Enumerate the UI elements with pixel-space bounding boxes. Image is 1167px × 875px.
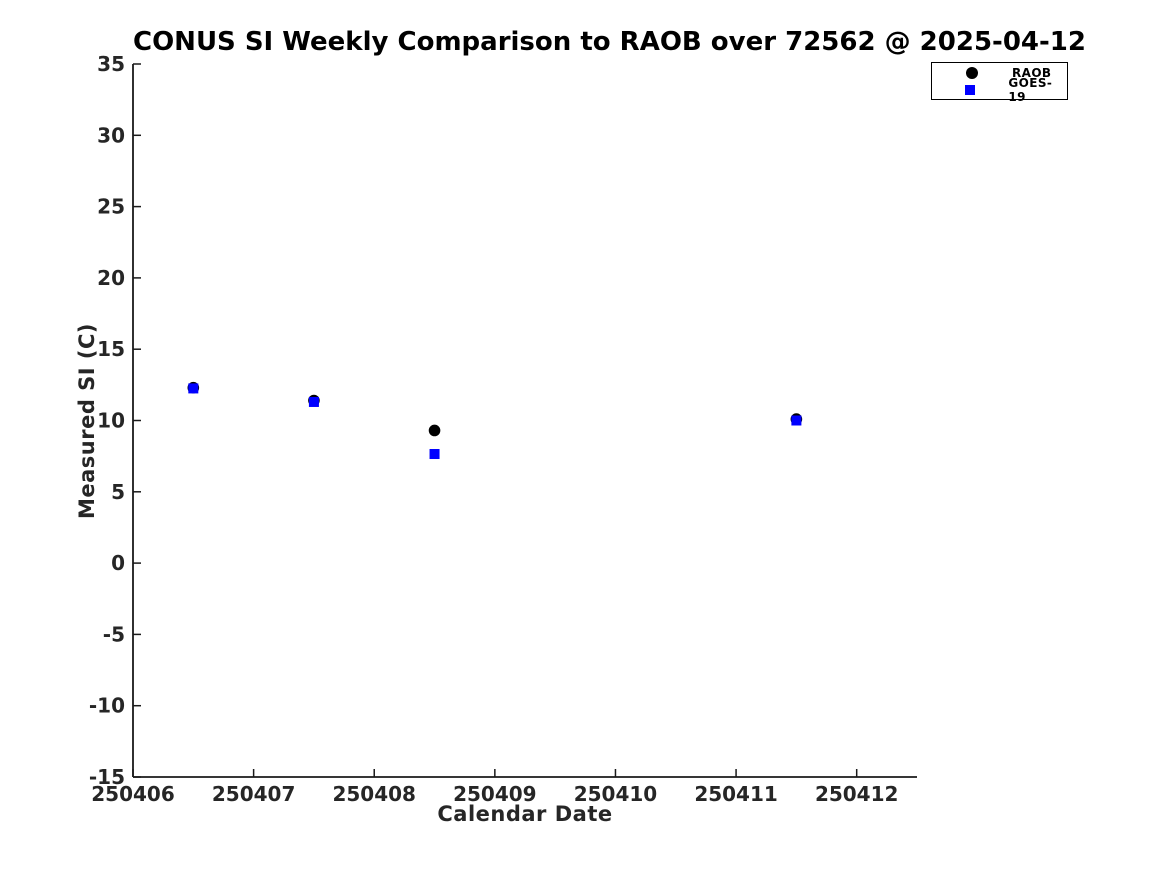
y-tick-label: -5: [103, 622, 125, 646]
data-point-goes-19: [429, 449, 440, 460]
x-tick-label: 250408: [332, 782, 416, 806]
goes19-square-marker-icon: [965, 84, 976, 95]
y-tick-label: 25: [97, 195, 125, 219]
x-tick-label: 250409: [453, 782, 537, 806]
y-tick-label: 0: [111, 551, 125, 575]
y-tick-label: 35: [97, 52, 125, 76]
legend-marker-cell: [932, 84, 1008, 95]
legend: RAOB GOES-19: [931, 62, 1068, 104]
chart-title: CONUS SI Weekly Comparison to RAOB over …: [133, 27, 1086, 57]
legend-marker-cell: [932, 66, 1012, 79]
data-point-goes-19: [188, 383, 199, 394]
data-point-goes-19: [308, 396, 319, 407]
x-tick-label: 250411: [694, 782, 778, 806]
legend-label-goes19: GOES-19: [1008, 75, 1053, 104]
legend-label-raob: RAOB: [1012, 65, 1052, 80]
data-point-goes-19: [791, 415, 802, 426]
legend-item-raob: RAOB: [932, 65, 1067, 81]
y-tick-label: -10: [89, 694, 125, 718]
y-tick-label: 30: [97, 123, 125, 147]
x-tick-label: 250406: [91, 782, 175, 806]
data-point-raob: [428, 424, 441, 437]
x-axis-label: Calendar Date: [437, 802, 613, 826]
y-axis-label: Measured SI (C): [75, 322, 99, 520]
legend-item-goes19: GOES-19: [932, 76, 1067, 104]
y-tick-label: -15: [89, 765, 125, 789]
x-tick-label: 250407: [212, 782, 296, 806]
y-tick-label: 5: [111, 480, 125, 504]
x-tick-label: 250412: [815, 782, 899, 806]
y-tick-label: 10: [97, 409, 125, 433]
raob-circle-marker-icon: [966, 66, 978, 79]
y-tick-label: 15: [97, 337, 125, 361]
y-tick-label: 20: [97, 266, 125, 290]
x-tick-label: 250410: [574, 782, 658, 806]
